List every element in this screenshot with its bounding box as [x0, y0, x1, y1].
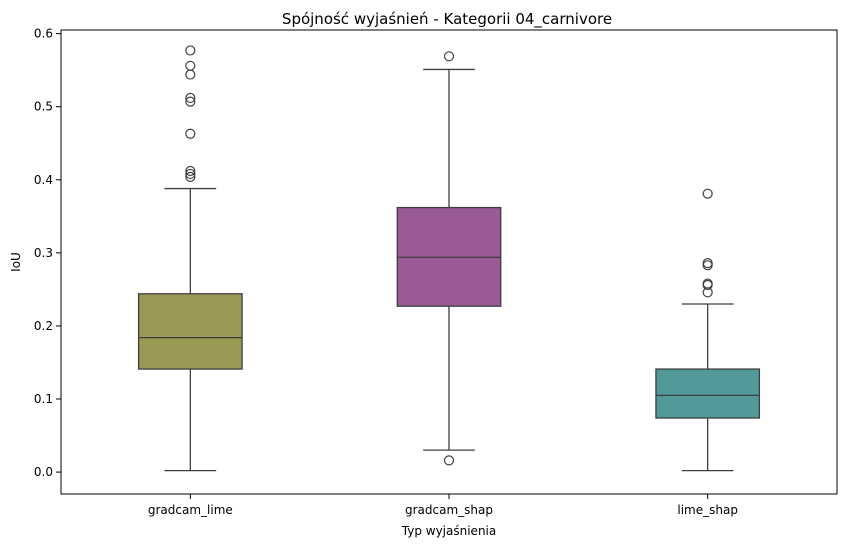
outlier-point — [443, 51, 455, 62]
outlier-point — [185, 168, 196, 180]
box-group-gradcam_lime — [137, 45, 243, 472]
outlier-point — [185, 45, 196, 56]
outlier-point — [443, 455, 455, 466]
outlier-point — [185, 69, 196, 80]
y-tick-label: 0.1 — [34, 392, 53, 406]
y-tick-label: 0.3 — [34, 246, 53, 260]
x-axis: gradcam_lime gradcam_shap lime_shap — [148, 494, 738, 517]
outlier-point — [185, 165, 196, 177]
box-iqr — [655, 368, 761, 419]
outlier-point — [185, 92, 196, 104]
y-axis: 0.0 0.1 0.2 0.3 0.4 0.5 0.6 — [34, 27, 61, 479]
y-tick-label: 0.4 — [34, 173, 53, 187]
outlier-point — [185, 171, 196, 182]
box-group-gradcam_shap — [396, 51, 502, 466]
outlier-point — [702, 188, 713, 199]
outlier-point — [702, 278, 713, 289]
outlier-point — [702, 257, 713, 269]
y-tick-label: 0.5 — [34, 100, 53, 114]
chart-title: Spójność wyjaśnień - Kategorii 04_carniv… — [282, 10, 612, 29]
x-tick-label: gradcam_lime — [148, 503, 233, 517]
x-tick-label: lime_shap — [677, 503, 738, 517]
x-tick-label: gradcam_shap — [405, 503, 493, 517]
outlier-point — [185, 60, 196, 71]
outlier-point — [185, 96, 196, 107]
x-axis-label: Typ wyjaśnienia — [401, 524, 496, 538]
y-tick-label: 0.6 — [34, 27, 53, 41]
y-tick-label: 0.0 — [34, 465, 53, 479]
box-group-lime_shap — [655, 188, 761, 472]
outlier-point — [185, 128, 196, 139]
plot-area — [137, 45, 761, 472]
box-iqr — [137, 293, 243, 370]
outlier-point — [702, 260, 713, 271]
y-tick-label: 0.2 — [34, 319, 53, 333]
y-axis-label: IoU — [9, 252, 23, 272]
